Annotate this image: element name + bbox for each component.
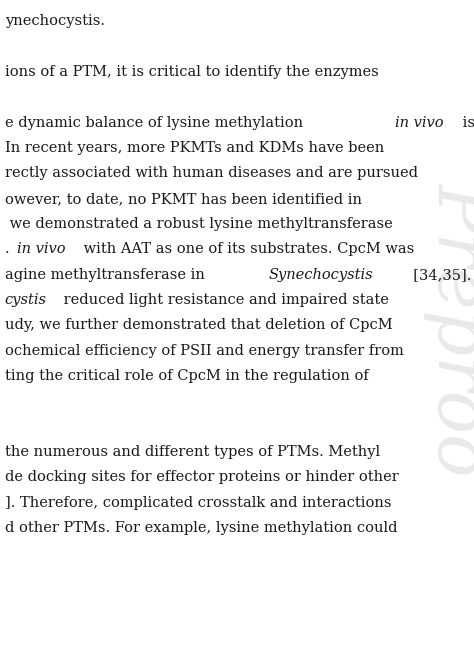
Text: de docking sites for effector proteins or hinder other: de docking sites for effector proteins o… xyxy=(5,470,399,484)
Text: cystis: cystis xyxy=(5,293,47,307)
Text: .: . xyxy=(5,242,14,257)
Text: is: is xyxy=(458,116,474,130)
Text: the numerous and different types of PTMs. Methyl: the numerous and different types of PTMs… xyxy=(5,445,380,459)
Text: reduced light resistance and impaired state: reduced light resistance and impaired st… xyxy=(59,293,389,307)
Text: we demonstrated a robust lysine methyltransferase: we demonstrated a robust lysine methyltr… xyxy=(5,217,392,231)
Text: [34,35].: [34,35]. xyxy=(403,268,471,282)
Text: ting the critical role of CpcM in the regulation of: ting the critical role of CpcM in the re… xyxy=(5,369,368,383)
Text: Synechocystis: Synechocystis xyxy=(269,268,373,282)
Text: ochemical efficiency of PSII and energy transfer from: ochemical efficiency of PSII and energy … xyxy=(5,343,404,358)
Text: owever, to date, no PKMT has been identified in: owever, to date, no PKMT has been identi… xyxy=(5,191,362,206)
Text: with AAT as one of its substrates. CpcM was: with AAT as one of its substrates. CpcM … xyxy=(79,242,414,257)
Text: Preproo: Preproo xyxy=(425,182,474,476)
Text: d other PTMs. For example, lysine methylation could: d other PTMs. For example, lysine methyl… xyxy=(5,521,397,535)
Text: e dynamic balance of lysine methylation: e dynamic balance of lysine methylation xyxy=(5,116,308,130)
Text: ions of a PTM, it is critical to identify the enzymes: ions of a PTM, it is critical to identif… xyxy=(5,65,379,79)
Text: In recent years, more PKMTs and KDMs have been: In recent years, more PKMTs and KDMs hav… xyxy=(5,141,384,155)
Text: rectly associated with human diseases and are pursued: rectly associated with human diseases an… xyxy=(5,166,418,180)
Text: agine methyltransferase in: agine methyltransferase in xyxy=(5,268,209,282)
Text: in vivo: in vivo xyxy=(17,242,65,257)
Text: ]. Therefore, complicated crosstalk and interactions: ]. Therefore, complicated crosstalk and … xyxy=(5,495,391,510)
Text: ynechocystis.: ynechocystis. xyxy=(5,14,105,28)
Text: in vivo: in vivo xyxy=(395,116,444,130)
Text: udy, we further demonstrated that deletion of CpcM: udy, we further demonstrated that deleti… xyxy=(5,318,392,332)
